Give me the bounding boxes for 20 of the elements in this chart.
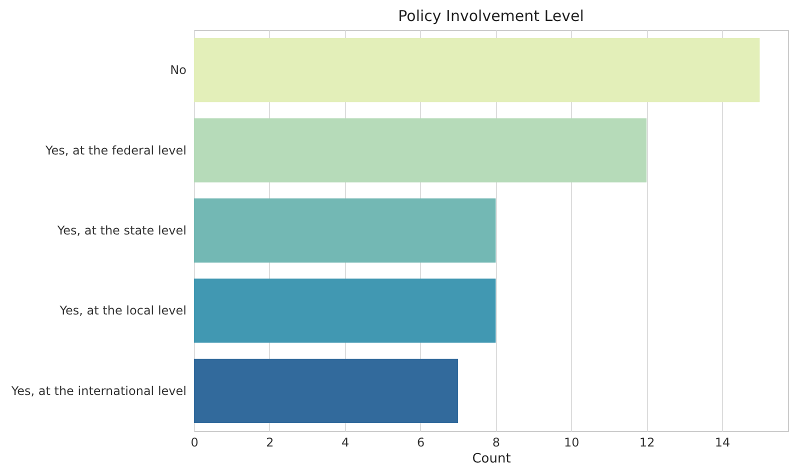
x-axis-title: Count xyxy=(472,452,511,466)
bar xyxy=(194,278,496,343)
y-tick-label: Yes, at the international level xyxy=(10,384,186,398)
x-tick-label: 0 xyxy=(190,436,198,450)
chart-title: Policy Involvement Level xyxy=(398,7,584,25)
x-tick-label: 2 xyxy=(266,436,274,450)
x-tick-label: 14 xyxy=(714,436,730,450)
x-tick-label: 10 xyxy=(564,436,580,450)
y-tick-label: Yes, at the state level xyxy=(56,224,186,238)
bar xyxy=(194,38,760,102)
y-tick-label: Yes, at the local level xyxy=(58,304,186,318)
x-tick-label: 6 xyxy=(416,436,425,450)
x-tick-label: 12 xyxy=(639,436,655,450)
y-tick-label: No xyxy=(170,63,186,78)
bar xyxy=(194,118,647,182)
bar xyxy=(194,198,496,263)
x-tick-label: 8 xyxy=(492,436,500,450)
bar xyxy=(194,358,458,423)
x-tick-label: 4 xyxy=(342,436,350,450)
y-tick-label: Yes, at the federal level xyxy=(44,143,186,158)
